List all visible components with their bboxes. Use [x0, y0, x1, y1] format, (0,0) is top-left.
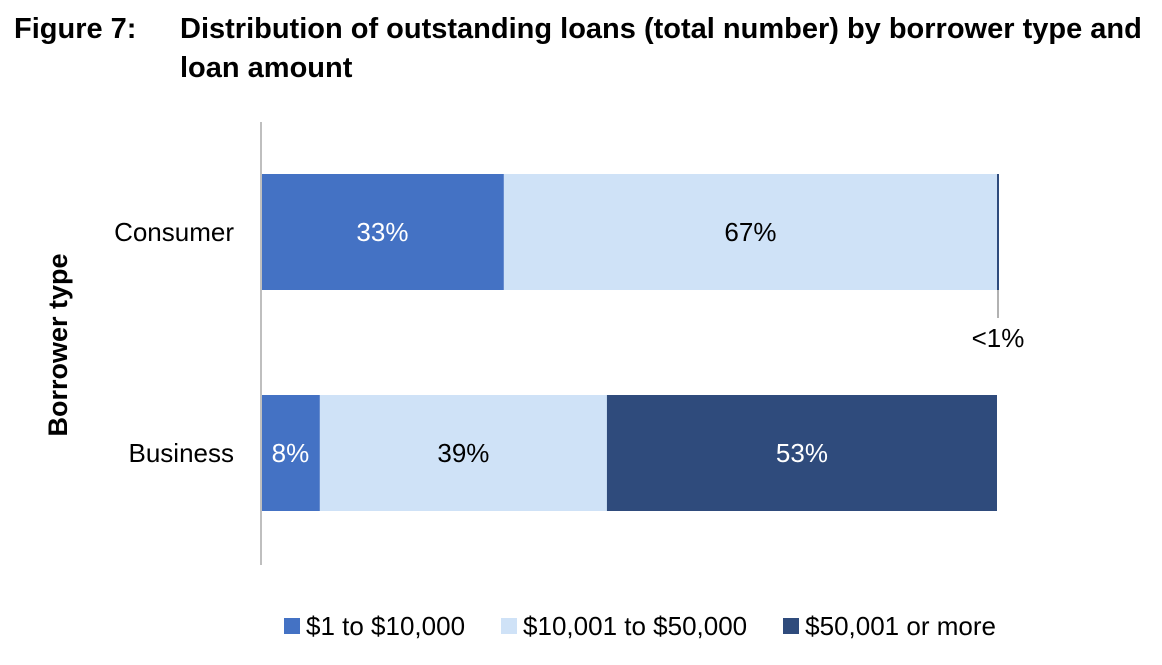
stacked-bar-chart: Borrower type 33% 67% <1% 8% 39% 53% Consumer… — [43, 122, 1025, 565]
figure-number: Figure 7: — [14, 13, 137, 45]
bar-segment — [606, 395, 997, 511]
figure-title: Distribution of outstanding loans (total… — [180, 13, 1142, 84]
legend-label: $50,001 or more — [805, 611, 996, 641]
data-label: 53% — [776, 438, 828, 468]
category-label: Consumer — [114, 217, 234, 247]
legend-swatch — [501, 618, 518, 634]
data-label: 67% — [724, 217, 776, 247]
legend-item: $10,001 to $50,000 — [501, 608, 747, 644]
legend-item: $1 to $10,000 — [284, 608, 465, 644]
bar-segment — [261, 174, 504, 290]
bars — [261, 174, 999, 511]
y-axis-title: Borrower type — [43, 253, 73, 436]
legend-swatch — [284, 618, 300, 634]
legend: $1 to $10,000 $10,001 to $50,000 $50,001 o… — [284, 608, 996, 644]
y-axis-title-group: Borrower type — [43, 253, 73, 436]
category-labels: Consumer Business — [114, 217, 234, 468]
bar-segment — [261, 395, 320, 511]
data-label: 39% — [437, 438, 489, 468]
data-labels: 33% 67% <1% 8% 39% 53% — [272, 217, 1025, 468]
data-label: <1% — [972, 323, 1025, 353]
category-label: Business — [129, 438, 235, 468]
data-label: 33% — [356, 217, 408, 247]
legend-item: $50,001 or more — [783, 608, 996, 644]
bar-segment — [503, 174, 997, 290]
legend-label: $10,001 to $50,000 — [523, 611, 748, 641]
legend-label: $1 to $10,000 — [306, 611, 466, 641]
legend-swatch — [783, 618, 800, 634]
data-label: 8% — [272, 438, 310, 468]
bar-segment — [319, 395, 607, 511]
bar-segment — [997, 174, 999, 290]
chart-title: Figure 7: Distribution of outstanding lo… — [14, 10, 1155, 88]
